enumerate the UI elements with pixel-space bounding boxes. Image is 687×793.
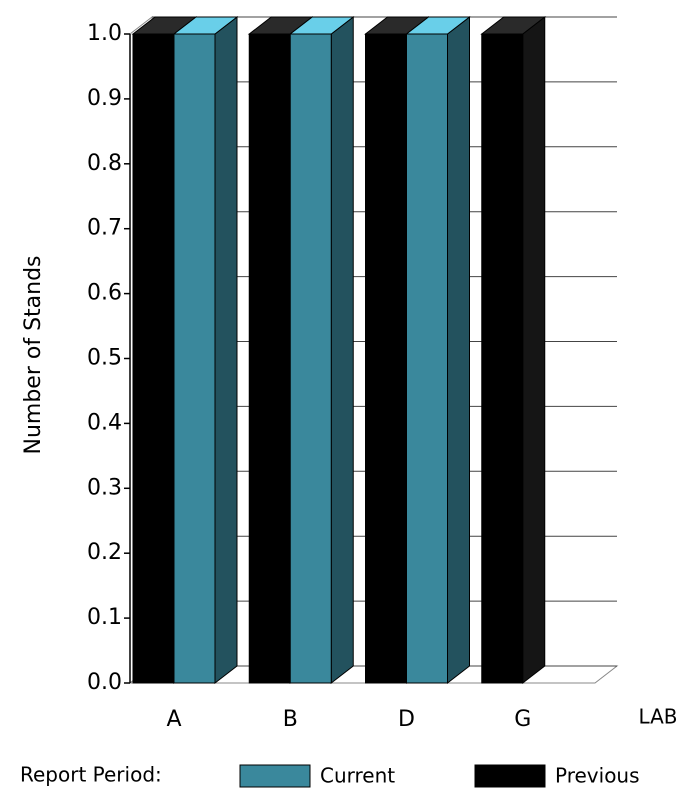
legend-title: Report Period:: [20, 763, 162, 787]
bar-side: [447, 15, 470, 685]
bar: [248, 33, 291, 684]
bar: [289, 33, 332, 684]
y-tick-label: 0.7: [87, 216, 122, 241]
legend-swatch: [474, 764, 546, 788]
x-tick-label: G: [514, 707, 531, 732]
legend-label: Previous: [555, 764, 640, 788]
bar: [132, 33, 175, 684]
bar-side: [330, 15, 354, 685]
bar: [365, 33, 407, 684]
legend-label: Current: [320, 764, 395, 788]
x-tick-label: A: [166, 707, 181, 732]
bar-side: [214, 15, 238, 685]
x-axis-label: LAB: [638, 705, 677, 729]
y-tick-label: 0.4: [87, 410, 122, 435]
y-tick-label: 1.0: [87, 21, 122, 46]
y-tick-label: 0.8: [87, 151, 122, 176]
y-tick-label: 0.1: [87, 605, 122, 630]
y-tick-label: 0.3: [87, 475, 122, 500]
y-tick-label: 0.6: [87, 281, 122, 306]
bar: [406, 33, 448, 684]
legend-swatch: [239, 764, 311, 788]
x-tick-label: D: [398, 707, 415, 732]
bar-side: [522, 15, 546, 685]
y-tick-label: 0.5: [87, 346, 122, 371]
bar: [173, 33, 216, 684]
bar: [481, 33, 524, 684]
y-axis-label: Number of Stands: [21, 255, 46, 454]
x-tick-label: B: [283, 707, 298, 732]
y-tick-label: 0.9: [87, 86, 122, 111]
y-tick-label: 0.0: [87, 670, 122, 695]
y-tick-label: 0.2: [87, 540, 122, 565]
